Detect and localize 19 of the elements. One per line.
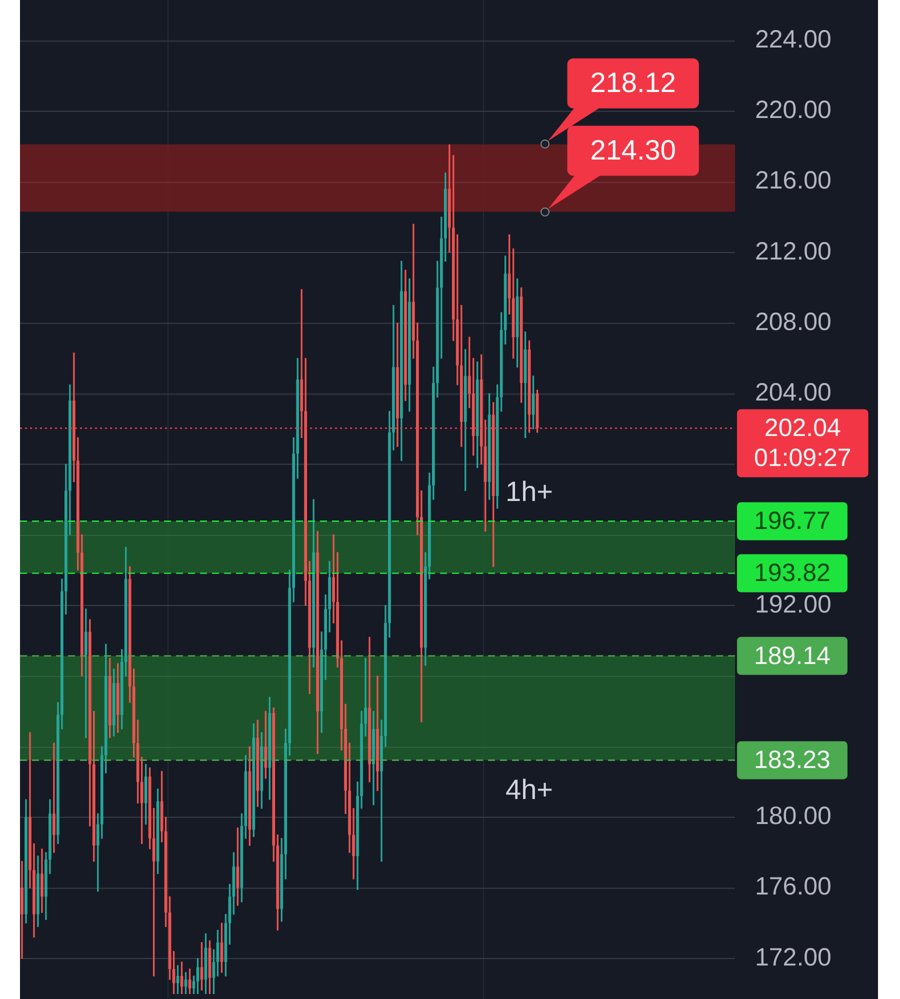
y-tick-label: 212.00 [755,237,832,266]
ref-line-label: 202.04 01:09:27 [754,414,852,472]
ref-line-label: 183.23 [754,746,830,774]
y-tick-label: 216.00 [755,166,832,195]
y-tick-label: 204.00 [755,378,832,406]
ref-line-label: 189.14 [754,642,831,670]
band-label: 4h+ [506,774,554,805]
y-tick-label: 176.00 [755,872,832,901]
annotation: 218.12 [590,67,676,98]
y-tick-label: 220.00 [755,96,832,124]
y-tick-label: 192.00 [755,590,832,618]
y-tick-label: 208.00 [755,308,832,336]
ref-line-label: 193.82 [754,559,830,588]
y-tick-label: 172.00 [755,943,832,972]
y-tick-label: 180.00 [755,802,832,830]
annotation: 214.30 [590,134,676,166]
band-label: 1h+ [506,476,554,507]
y-tick-label: 224.00 [755,25,832,54]
ref-line-label: 196.77 [754,507,830,536]
